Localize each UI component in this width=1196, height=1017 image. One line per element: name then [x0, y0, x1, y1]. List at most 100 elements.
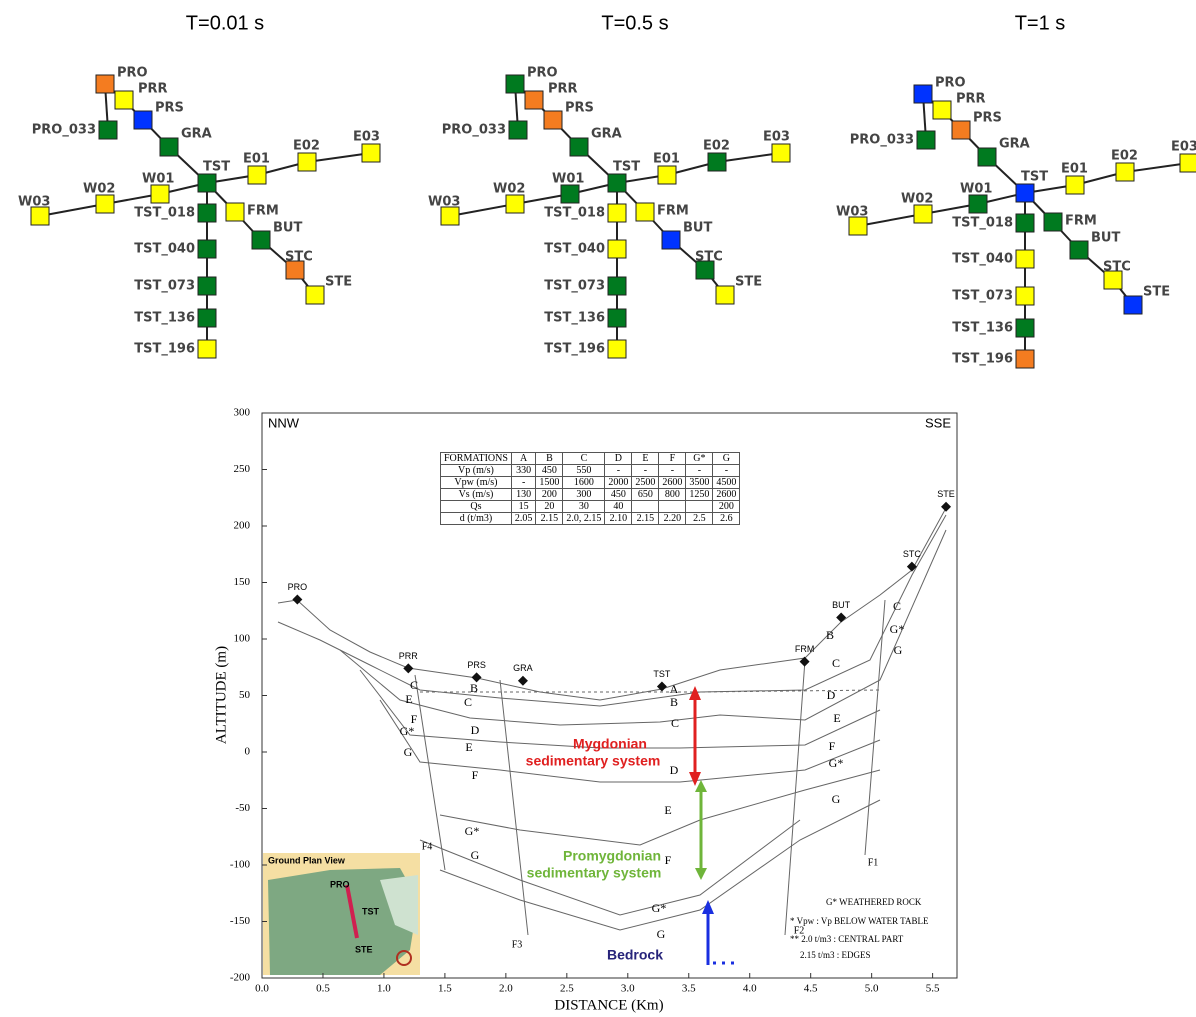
table-cell: 2500: [631, 476, 660, 489]
station-node: [715, 285, 735, 305]
fault-label: F1: [868, 857, 879, 868]
x-axis-label: DISTANCE (Km): [554, 997, 663, 1013]
station-node: [150, 184, 170, 204]
node-label: TST_136: [952, 321, 1013, 336]
fault-label: F4: [422, 841, 433, 852]
station-node: [251, 230, 271, 250]
inset-lake: [380, 875, 418, 935]
node-label: W03: [18, 195, 50, 210]
station-marker: [656, 681, 667, 692]
station-marker: [403, 663, 414, 674]
table-row: Qs 15 20 30 40 200: [440, 500, 741, 513]
node-label: TST_040: [544, 242, 605, 257]
node-label: E01: [243, 152, 270, 167]
station-node: [607, 239, 627, 259]
north-arrow: [396, 950, 412, 966]
station-node: [848, 216, 868, 236]
formation-label: G: [657, 927, 666, 941]
fault: [784, 659, 806, 936]
station-node: [916, 130, 936, 150]
station-node: [297, 152, 317, 172]
table-cell: [658, 500, 687, 513]
annotation: sedimentary system: [527, 865, 662, 881]
node-label: E01: [1061, 162, 1088, 177]
annotation: sedimentary system: [526, 753, 661, 769]
node-label: PRS: [973, 111, 1002, 126]
table-cell: G*: [685, 452, 714, 465]
table-cell: 20: [535, 500, 564, 513]
formation-label: B: [670, 695, 678, 709]
node-label: FRM: [657, 204, 689, 219]
node-label: PRR: [548, 82, 578, 97]
node-label: GRA: [591, 127, 622, 142]
annotation: Mygdonian: [573, 736, 647, 752]
station-node: [197, 308, 217, 328]
station-node: [932, 100, 952, 120]
station-node: [607, 339, 627, 359]
node-label: GRA: [999, 137, 1030, 152]
node-label: STE: [735, 275, 762, 290]
fault: [499, 679, 529, 936]
interface: [439, 769, 881, 846]
table-cell: Vp (m/s): [440, 464, 512, 477]
edge: [306, 152, 372, 163]
table-cell: 300: [562, 488, 606, 501]
x-tick-label: 2.0: [499, 983, 513, 995]
station-node: [1015, 183, 1035, 203]
node-label: W03: [836, 205, 868, 220]
formations-table: FORMATIONS A B C D E F G* G Vp (m/s) 330 450 550- - - -…: [440, 452, 741, 525]
station-node: [1115, 162, 1135, 182]
node-label: TST_018: [134, 206, 195, 221]
interface: [439, 799, 881, 931]
node-label: TST_196: [134, 342, 195, 357]
node-label: BUT: [273, 221, 302, 236]
formation-label: G: [471, 848, 480, 862]
station-node: [913, 204, 933, 224]
note: * Vpw : Vp BELOW WATER TABLE: [790, 916, 929, 926]
station-marker: [941, 501, 952, 512]
table-cell: 200: [712, 500, 741, 513]
table-cell: 130: [510, 488, 537, 501]
station-marker: [906, 561, 917, 572]
station-node: [1123, 295, 1143, 315]
station-node: [95, 74, 115, 94]
arrow-head: [695, 780, 707, 880]
fault-label: F3: [512, 939, 523, 950]
interface: [379, 699, 881, 783]
station-node: [95, 194, 115, 214]
node-label: E03: [1171, 140, 1196, 155]
table-cell: [685, 500, 714, 513]
station-label: PRR: [399, 651, 419, 661]
station-node: [1179, 153, 1196, 173]
note: 2.15 t/m3 : EDGES: [800, 950, 871, 960]
table-cell: 4500: [712, 476, 741, 489]
x-tick-label: 0.0: [255, 983, 269, 995]
node-label: E02: [1111, 149, 1138, 164]
corner-label: NNW: [268, 415, 300, 430]
inset-land: [268, 868, 418, 975]
table-cell: -: [510, 476, 537, 489]
formation-label: E: [833, 711, 840, 725]
inset-label: STE: [355, 944, 373, 954]
node-label: PRO: [527, 66, 558, 81]
station-node: [607, 203, 627, 223]
table-row: d (t/m3) 2.05 2.15 2.0, 2.15 2.10 2.15 2.20 2.5…: [440, 512, 741, 525]
formation-label: G: [404, 745, 413, 759]
station-node: [197, 239, 217, 259]
surface: [277, 507, 947, 701]
formation-label: C: [464, 695, 472, 709]
formation-label: G: [832, 792, 841, 806]
table-cell: C: [562, 452, 606, 465]
station-node: [30, 206, 50, 226]
station-node: [1103, 270, 1123, 290]
station-label: STC: [903, 549, 922, 559]
station-node: [159, 137, 179, 157]
station-label: TST: [653, 669, 671, 679]
geology: [263, 507, 947, 975]
node-label: FRM: [1065, 214, 1097, 229]
y-tick-label: -200: [230, 972, 251, 984]
table-cell: B: [535, 452, 564, 465]
node-label: TST_040: [134, 242, 195, 257]
node-label: PRR: [138, 82, 168, 97]
